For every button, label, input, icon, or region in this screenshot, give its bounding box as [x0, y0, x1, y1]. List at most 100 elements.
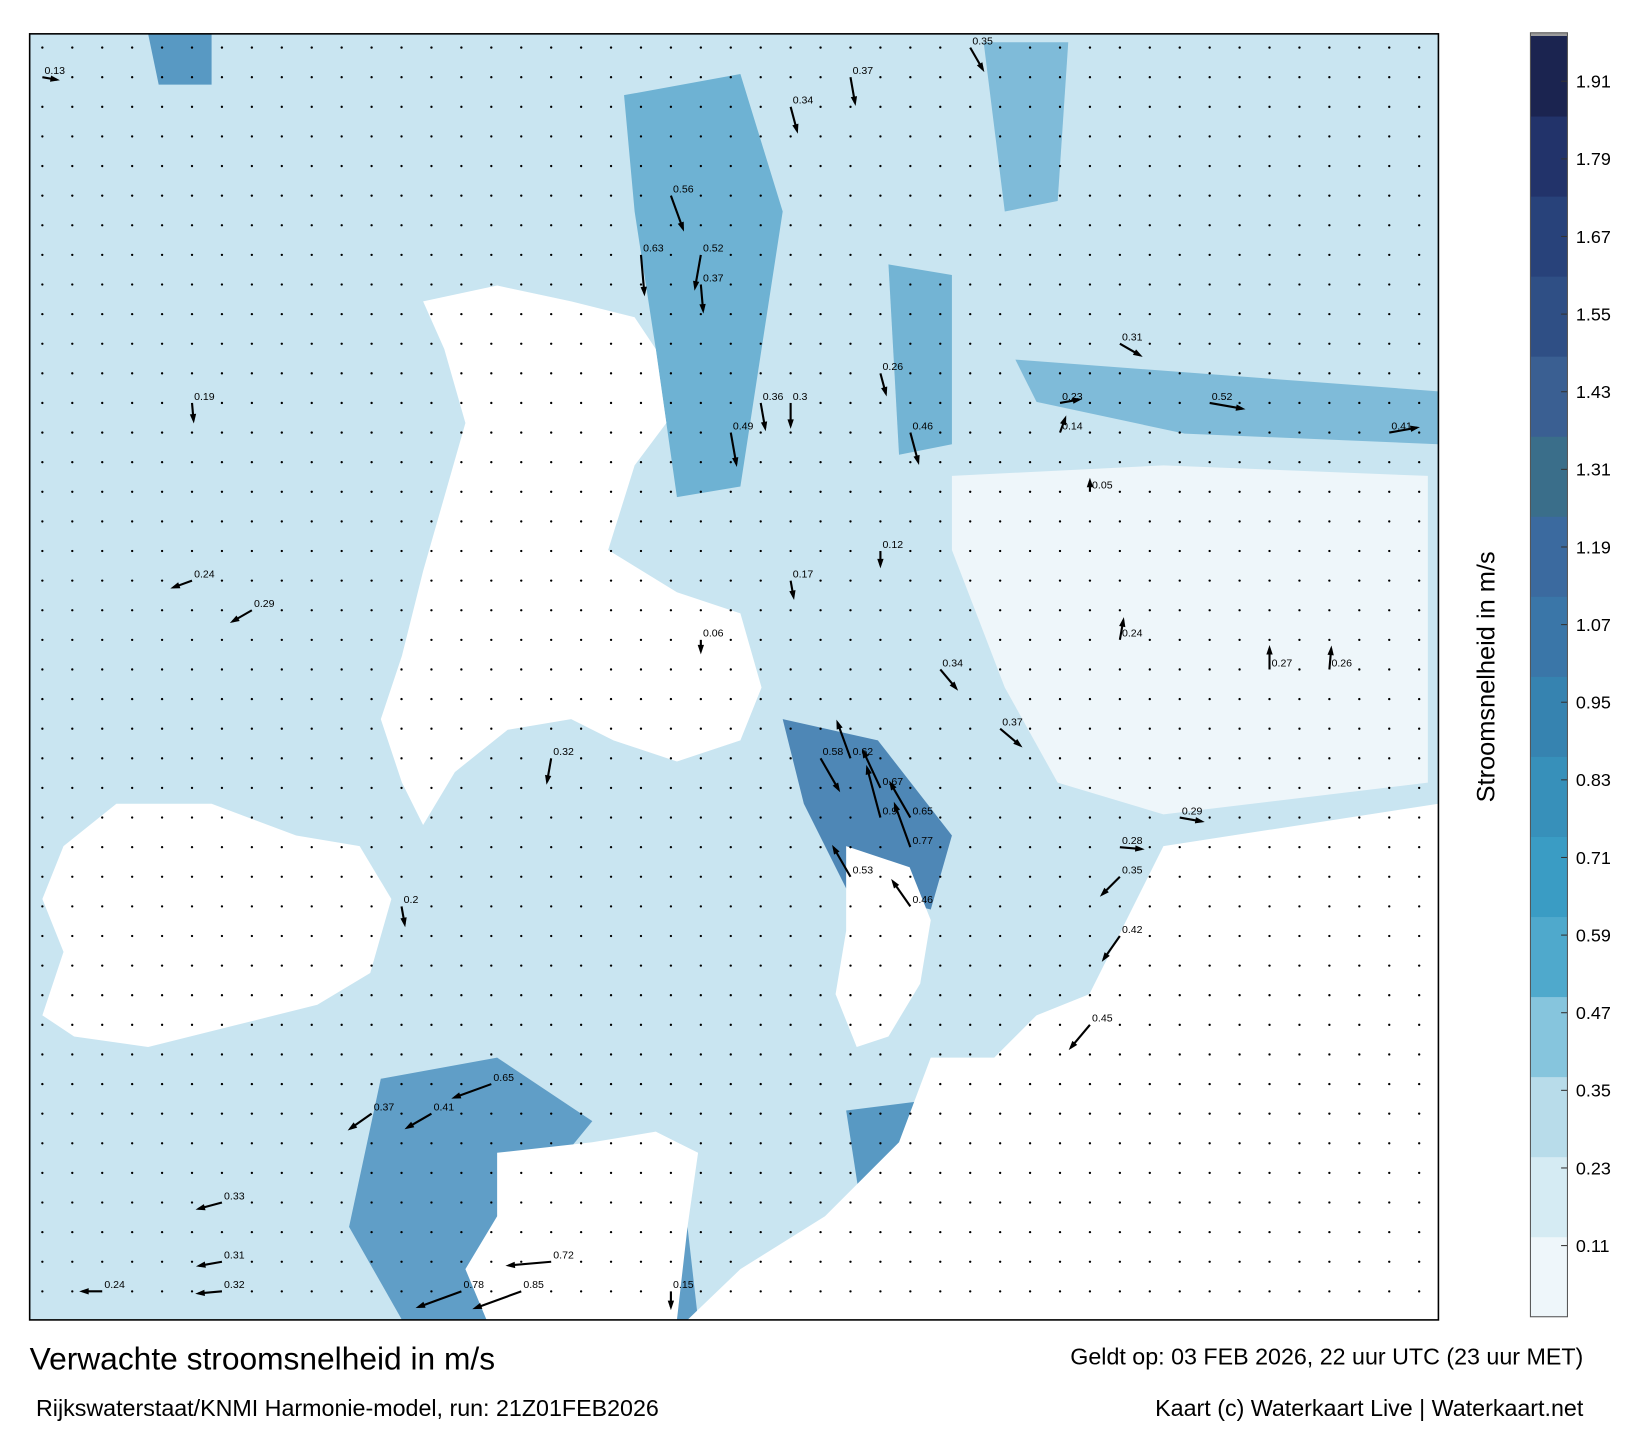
grid-dot — [879, 1142, 882, 1145]
grid-dot — [41, 757, 44, 760]
grid-dot — [1118, 1142, 1122, 1145]
current-arrow — [415, 1290, 462, 1309]
grid-dot — [998, 461, 1002, 464]
grid-dot — [340, 1082, 343, 1086]
grid-dot — [280, 757, 283, 760]
grid-dot — [1418, 283, 1421, 286]
grid-dot — [1028, 401, 1032, 405]
grid-dot — [789, 342, 792, 345]
grid-dot — [160, 727, 164, 730]
grid-dot — [490, 786, 493, 790]
grid-dot — [639, 461, 643, 464]
grid-dot — [609, 194, 613, 197]
grid-dot — [759, 638, 762, 642]
grid-dot — [1418, 1142, 1421, 1145]
grid-dot — [250, 1053, 254, 1056]
grid-dot — [969, 520, 972, 523]
grid-dot — [430, 135, 433, 138]
grid-dot — [1358, 1023, 1361, 1026]
grid-dot — [520, 1230, 523, 1234]
grid-dot — [699, 697, 702, 701]
grid-dot — [1388, 253, 1391, 257]
grid-dot — [729, 697, 732, 701]
grid-dot — [759, 76, 762, 79]
grid-dot — [1088, 135, 1092, 138]
grid-dot — [1208, 1260, 1211, 1263]
grid-dot — [819, 1260, 822, 1263]
grid-dot — [130, 253, 134, 257]
grid-dot — [1088, 1260, 1092, 1263]
grid-dot — [310, 372, 313, 375]
grid-dot — [490, 76, 493, 79]
grid-dot — [639, 964, 643, 967]
arrow-head — [889, 780, 897, 791]
grid-dot — [759, 1260, 762, 1263]
grid-dot — [190, 342, 194, 345]
grid-dot — [998, 372, 1002, 375]
grid-dot — [609, 461, 613, 464]
grid-dot — [1178, 194, 1181, 197]
current-label: 0.46 — [912, 894, 933, 906]
grid-dot — [340, 46, 343, 49]
current-arrow — [865, 764, 882, 818]
grid-dot — [1328, 1201, 1331, 1204]
grid-dot — [1298, 1082, 1301, 1086]
grid-dot — [579, 579, 583, 582]
grid-dot — [1178, 312, 1181, 316]
grid-dot — [71, 697, 74, 701]
grid-dot — [759, 461, 762, 464]
grid-dot — [1238, 1230, 1241, 1234]
current-arrow — [787, 402, 794, 429]
grid-dot — [1298, 816, 1301, 819]
grid-dot — [639, 1112, 643, 1115]
colorbar-tick-label: 1.19 — [1576, 537, 1611, 557]
grid-dot — [669, 461, 673, 464]
grid-dot — [1328, 1082, 1331, 1086]
grid-dot — [520, 668, 523, 671]
grid-dot — [759, 816, 762, 819]
grid-dot — [400, 638, 403, 642]
grid-dot — [998, 994, 1002, 997]
grid-dot — [699, 727, 702, 730]
grid-dot — [1298, 1201, 1301, 1204]
grid-dot — [759, 845, 762, 849]
grid-dot — [1388, 1201, 1391, 1204]
colorbar-tick-label: 1.55 — [1576, 304, 1611, 324]
grid-dot — [1088, 816, 1092, 819]
grid-dot — [969, 76, 972, 79]
grid-dot — [71, 757, 74, 760]
current-label: 0.49 — [733, 420, 754, 432]
grid-dot — [520, 1112, 523, 1115]
grid-dot — [310, 1142, 313, 1145]
grid-dot — [1238, 224, 1241, 227]
grid-dot — [669, 46, 673, 49]
grid-dot — [400, 372, 403, 375]
grid-dot — [190, 76, 194, 79]
arrow-head — [836, 719, 843, 730]
arrow-head — [1194, 817, 1205, 824]
grid-dot — [400, 1201, 403, 1204]
grid-dot — [460, 135, 463, 138]
grid-dot — [190, 461, 194, 464]
arrow-head — [877, 558, 884, 569]
grid-dot — [909, 490, 912, 493]
grid-dot — [879, 224, 882, 227]
grid-dot — [609, 934, 613, 938]
grid-dot — [490, 342, 493, 345]
current-arrow — [1059, 415, 1067, 433]
grid-dot — [340, 609, 343, 612]
grid-dot — [1418, 934, 1421, 938]
grid-dot — [1388, 46, 1391, 49]
grid-dot — [1088, 1082, 1092, 1086]
grid-dot — [759, 520, 762, 523]
grid-dot — [520, 638, 523, 642]
grid-dot — [280, 164, 283, 168]
grid-dot — [1148, 1082, 1151, 1086]
grid-dot — [340, 668, 343, 671]
colorbar-label: Stroomsnelheid in m/s — [1472, 551, 1500, 802]
grid-dot — [250, 1290, 254, 1293]
current-label: 0.3 — [793, 391, 808, 403]
current-label: 0.67 — [883, 776, 904, 788]
grid-dot — [969, 105, 972, 108]
